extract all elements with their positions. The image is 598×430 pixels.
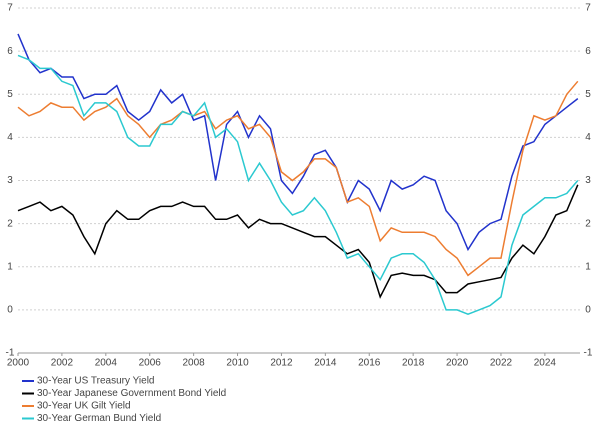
series-line	[17, 54, 579, 316]
y2-tick-label: 4	[585, 132, 591, 143]
x-tick-label: 2008	[183, 358, 206, 369]
y2-tick-label: -1	[584, 348, 593, 359]
legend-label: 30-Year Japanese Government Bond Yield	[37, 388, 226, 399]
y2-tick-label: 7	[585, 3, 591, 14]
x-tick-label: 2020	[446, 358, 469, 369]
y2-tick-label: 0	[585, 305, 591, 316]
y2-tick-label: 1	[585, 261, 591, 272]
x-tick-label: 2004	[95, 358, 118, 369]
series-line	[17, 184, 579, 299]
y2-tick-label: 5	[585, 89, 591, 100]
y-tick-label: 0	[7, 305, 13, 316]
y2-tick-label: 6	[585, 46, 591, 57]
y2-tick-label: 2	[585, 218, 591, 229]
x-tick-label: 2016	[358, 358, 381, 369]
legend-label: 30-Year German Bund Yield	[37, 413, 161, 424]
x-tick-label: 2024	[534, 358, 557, 369]
series-line	[17, 33, 579, 252]
y-tick-label: 5	[7, 89, 13, 100]
x-tick-label: 2000	[7, 358, 30, 369]
legend-label: 30-Year US Treasury Yield	[37, 376, 154, 387]
legend-label: 30-Year UK Gilt Yield	[37, 401, 131, 412]
y-tick-label: 1	[7, 261, 13, 272]
y-tick-label: 6	[7, 46, 13, 57]
x-tick-label: 2012	[270, 358, 293, 369]
y2-tick-label: 3	[585, 175, 591, 186]
y-tick-label: -1	[6, 348, 15, 359]
y-tick-label: 7	[7, 3, 13, 14]
x-tick-label: 2006	[139, 358, 162, 369]
x-tick-label: 2002	[51, 358, 74, 369]
y-tick-label: 2	[7, 218, 13, 229]
y-tick-label: 4	[7, 132, 13, 143]
x-tick-label: 2018	[402, 358, 425, 369]
x-tick-label: 2014	[314, 358, 337, 369]
x-tick-label: 2010	[226, 358, 249, 369]
x-tick-label: 2022	[490, 358, 513, 369]
series-line	[17, 80, 579, 277]
y-tick-label: 3	[7, 175, 13, 186]
